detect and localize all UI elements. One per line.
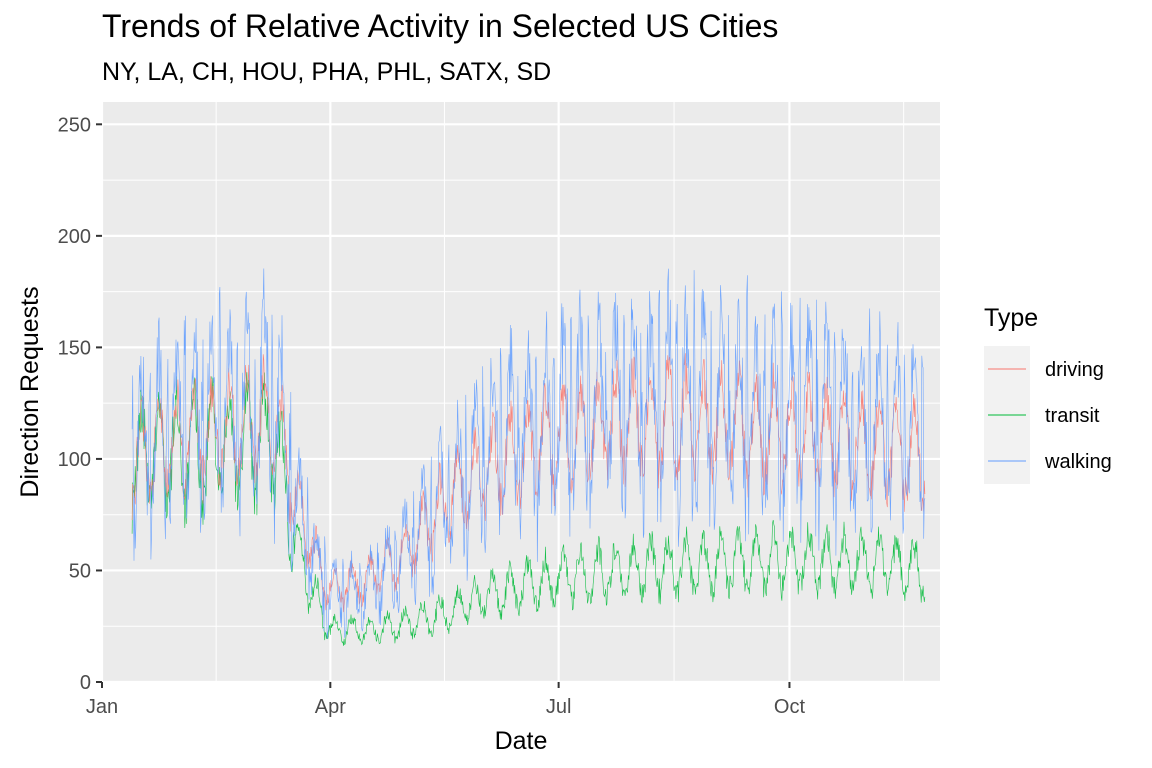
y-tick-label: 100	[58, 449, 91, 471]
axes: 0 50 100 150 200 250 Jan Apr Jul Oct Date Direction…	[16, 114, 805, 755]
x-axis-title: Date	[495, 727, 548, 755]
x-tick-label: Apr	[315, 696, 346, 718]
chart-subtitle: NY, LA, CH, HOU, PHA, PHL, SATX, SD	[102, 58, 552, 86]
legend-label-driving: driving	[1045, 359, 1104, 381]
x-tick-label: Oct	[774, 696, 806, 718]
legend-title: Type	[984, 304, 1039, 332]
series-line-walking	[131, 268, 926, 640]
chart-title: Trends of Relative Activity in Selected …	[102, 8, 779, 44]
x-tick-label: Jan	[86, 696, 118, 718]
y-tick-label: 0	[80, 672, 91, 694]
y-tick-label: 50	[69, 560, 91, 582]
x-tick-label: Jul	[546, 696, 572, 718]
legend-label-walking: walking	[1044, 451, 1112, 473]
y-tick-label: 150	[58, 337, 91, 359]
y-tick-label: 250	[58, 114, 91, 136]
y-axis-title: Direction Requests	[16, 286, 44, 497]
y-tick-label: 200	[58, 226, 91, 248]
legend-label-transit: transit	[1045, 405, 1100, 427]
